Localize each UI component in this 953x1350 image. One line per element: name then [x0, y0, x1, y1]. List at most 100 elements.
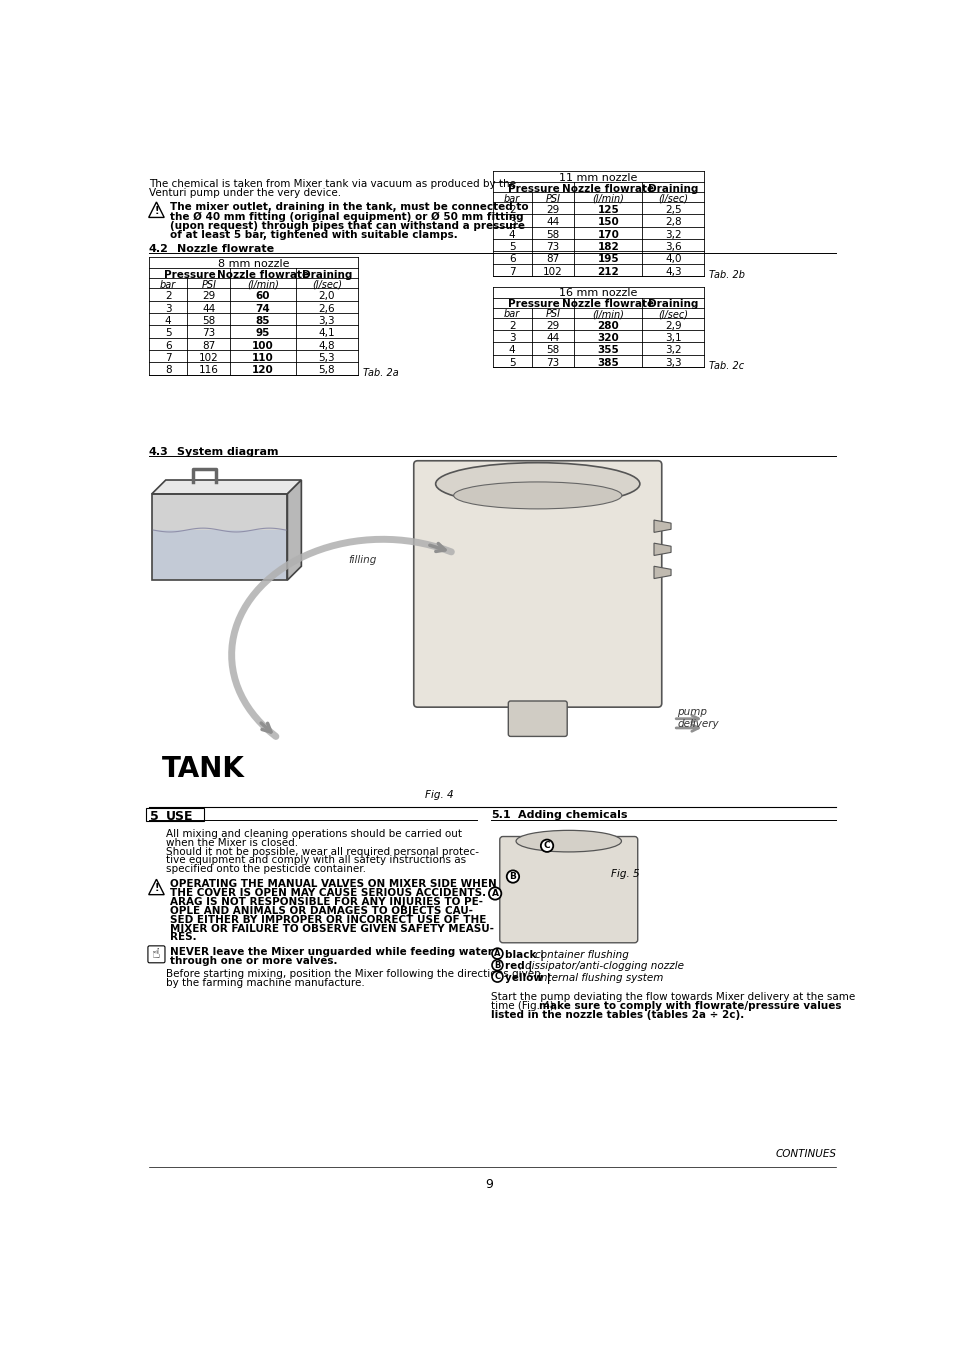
Text: 320: 320: [597, 333, 618, 343]
Text: 4: 4: [508, 346, 515, 355]
Text: 4,3: 4,3: [664, 267, 681, 277]
Text: 16 mm nozzle: 16 mm nozzle: [558, 289, 638, 298]
Text: 85: 85: [255, 316, 270, 325]
Text: (l/min): (l/min): [592, 309, 623, 319]
Text: 5: 5: [508, 358, 515, 367]
FancyBboxPatch shape: [148, 946, 165, 963]
Text: 2: 2: [508, 205, 515, 215]
Text: 3,3: 3,3: [318, 316, 335, 325]
Text: (l/min): (l/min): [592, 193, 623, 204]
Text: Draining: Draining: [301, 270, 352, 279]
Text: 58: 58: [546, 346, 558, 355]
Text: 4: 4: [508, 230, 515, 240]
Text: 280: 280: [597, 320, 618, 331]
Text: 2,5: 2,5: [664, 205, 681, 215]
Text: 74: 74: [255, 304, 270, 313]
Circle shape: [492, 948, 502, 958]
Text: CONTINUES: CONTINUES: [774, 1149, 835, 1160]
Text: 87: 87: [546, 254, 558, 265]
Text: THE COVER IS OPEN MAY CAUSE SERIOUS ACCIDENTS.: THE COVER IS OPEN MAY CAUSE SERIOUS ACCI…: [171, 888, 486, 898]
Polygon shape: [152, 481, 301, 494]
Text: A: A: [494, 949, 500, 958]
Text: 73: 73: [202, 328, 215, 339]
Text: 2,6: 2,6: [318, 304, 335, 313]
Text: The chemical is taken from Mixer tank via vacuum as produced by the: The chemical is taken from Mixer tank vi…: [149, 180, 516, 189]
Text: 7: 7: [508, 267, 515, 277]
Text: RES.: RES.: [171, 933, 197, 942]
Text: 5,3: 5,3: [318, 352, 335, 363]
Text: OPLE AND ANIMALS OR DAMAGES TO OBJECTS CAU-: OPLE AND ANIMALS OR DAMAGES TO OBJECTS C…: [171, 906, 473, 915]
Text: 355: 355: [597, 346, 618, 355]
Text: 44: 44: [546, 217, 558, 227]
Text: 2: 2: [508, 320, 515, 331]
Text: ARAG IS NOT RESPONSIBLE FOR ANY INJURIES TO PE-: ARAG IS NOT RESPONSIBLE FOR ANY INJURIES…: [171, 896, 483, 907]
Text: 102: 102: [198, 352, 218, 363]
Text: 3,3: 3,3: [664, 358, 681, 367]
Text: red |: red |: [505, 961, 532, 972]
Text: 2,8: 2,8: [664, 217, 681, 227]
Text: USE: USE: [166, 810, 193, 822]
Text: PSI: PSI: [545, 193, 559, 204]
Text: NEVER leave the Mixer unguarded while feeding water: NEVER leave the Mixer unguarded while fe…: [171, 948, 493, 957]
Text: 60: 60: [255, 292, 270, 301]
Text: 110: 110: [252, 352, 274, 363]
Polygon shape: [153, 531, 286, 579]
Text: Start the pump deviating the flow towards Mixer delivery at the same: Start the pump deviating the flow toward…: [491, 992, 855, 1002]
Text: B: B: [494, 961, 500, 969]
Text: Tab. 2b: Tab. 2b: [708, 270, 744, 279]
Text: 58: 58: [202, 316, 215, 325]
Text: of at least 5 bar, tightened with suitable clamps.: of at least 5 bar, tightened with suitab…: [171, 230, 457, 240]
Text: Adding chemicals: Adding chemicals: [517, 810, 626, 819]
Text: 87: 87: [202, 340, 215, 351]
Text: 5.1: 5.1: [491, 810, 511, 819]
Text: 3,2: 3,2: [664, 230, 681, 240]
Text: 5: 5: [150, 810, 159, 822]
FancyBboxPatch shape: [499, 837, 637, 942]
Text: A: A: [491, 890, 498, 898]
Text: 4,8: 4,8: [318, 340, 335, 351]
Text: OPERATING THE MANUAL VALVES ON MIXER SIDE WHEN: OPERATING THE MANUAL VALVES ON MIXER SID…: [171, 879, 497, 890]
Text: 120: 120: [252, 366, 274, 375]
Text: (l/sec): (l/sec): [658, 193, 688, 204]
Text: 11 mm nozzle: 11 mm nozzle: [558, 173, 638, 182]
Text: 3: 3: [508, 217, 515, 227]
Text: 73: 73: [546, 358, 558, 367]
Text: 170: 170: [597, 230, 618, 240]
Text: MIXER OR FAILURE TO OBSERVE GIVEN SAFETY MEASU-: MIXER OR FAILURE TO OBSERVE GIVEN SAFETY…: [171, 923, 494, 934]
Text: Pressure: Pressure: [507, 300, 558, 309]
Text: 5,8: 5,8: [318, 366, 335, 375]
Text: 29: 29: [546, 205, 558, 215]
Text: C: C: [543, 841, 550, 850]
Text: through one or more valves.: through one or more valves.: [171, 956, 337, 967]
Text: 95: 95: [255, 328, 270, 339]
Text: black |: black |: [505, 949, 543, 961]
Text: Nozzle flowrate: Nozzle flowrate: [561, 184, 654, 193]
Ellipse shape: [436, 463, 639, 505]
Text: 44: 44: [202, 304, 215, 313]
Text: 3,6: 3,6: [664, 242, 681, 252]
Text: PSI: PSI: [545, 309, 559, 319]
Text: 2,0: 2,0: [318, 292, 335, 301]
Text: C: C: [494, 972, 500, 981]
Text: 2: 2: [165, 292, 172, 301]
Circle shape: [488, 887, 500, 899]
Text: 102: 102: [542, 267, 562, 277]
Text: 5: 5: [165, 328, 172, 339]
FancyBboxPatch shape: [414, 460, 661, 707]
Polygon shape: [654, 520, 670, 532]
Text: 116: 116: [198, 366, 218, 375]
Text: (upon request) through pipes that can withstand a pressure: (upon request) through pipes that can wi…: [171, 220, 525, 231]
FancyBboxPatch shape: [146, 809, 204, 821]
Circle shape: [506, 871, 518, 883]
Text: System diagram: System diagram: [176, 447, 278, 456]
Text: dissipator/anti-clogging nozzle: dissipator/anti-clogging nozzle: [525, 961, 683, 971]
Text: B: B: [509, 872, 516, 882]
Text: PSI: PSI: [201, 279, 216, 290]
Text: 4,1: 4,1: [318, 328, 335, 339]
Text: 385: 385: [597, 358, 618, 367]
Text: Fig. 4: Fig. 4: [425, 790, 454, 799]
Text: 4,0: 4,0: [664, 254, 680, 265]
Text: Tab. 2c: Tab. 2c: [708, 360, 743, 371]
Text: bar: bar: [503, 309, 519, 319]
Text: 4.2: 4.2: [149, 243, 169, 254]
